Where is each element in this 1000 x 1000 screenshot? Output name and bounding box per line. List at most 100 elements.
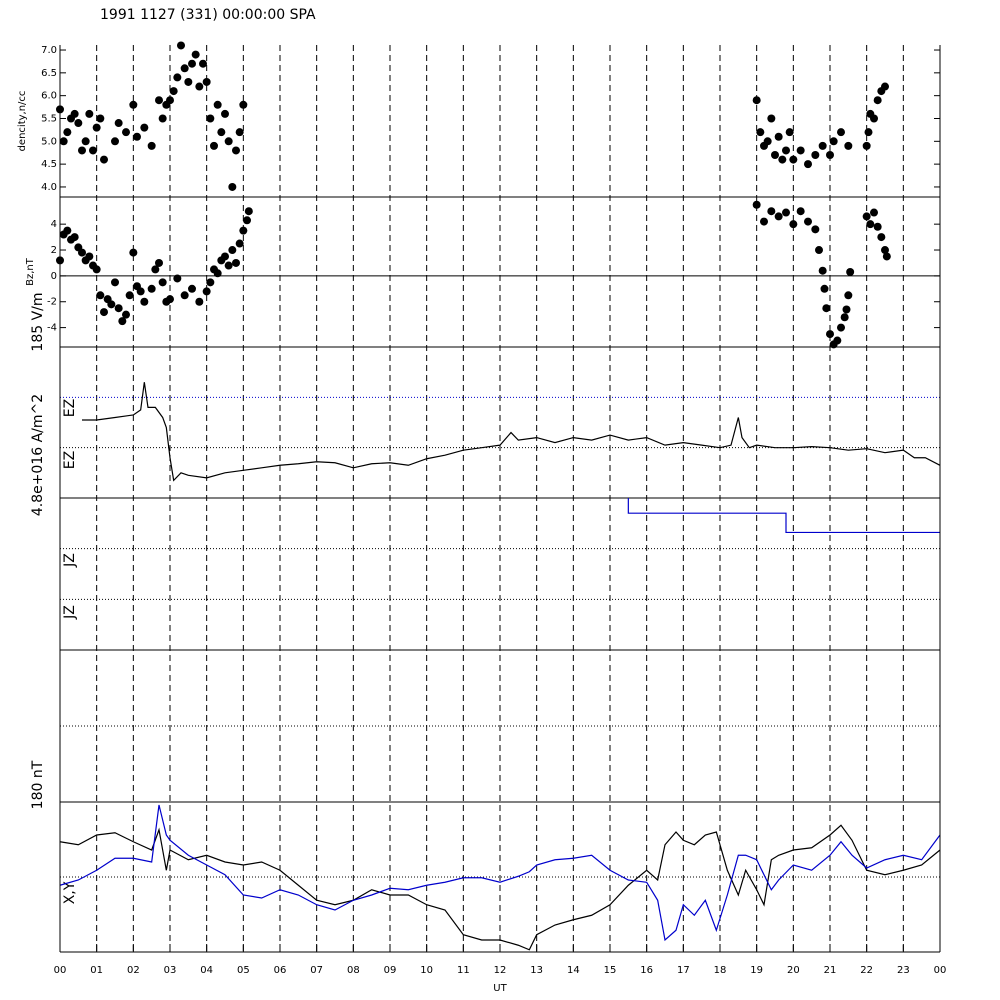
data-point <box>111 137 119 146</box>
data-point <box>804 160 812 169</box>
y-tick-label: 5.0 <box>41 136 57 147</box>
data-point <box>840 313 849 322</box>
x-tick-label: 08 <box>347 965 360 976</box>
data-line <box>82 382 941 482</box>
x-tick-label: 10 <box>420 965 433 976</box>
data-point <box>202 77 211 86</box>
data-point <box>837 323 845 332</box>
y-tick-label: 5.5 <box>41 113 57 124</box>
y-tick-label: 6.0 <box>41 91 57 102</box>
x-tick-label: 13 <box>530 965 543 976</box>
x-tick-label: 11 <box>457 965 470 976</box>
data-point <box>864 128 873 137</box>
data-point <box>133 132 141 141</box>
data-point <box>870 208 878 217</box>
data-point <box>180 64 189 73</box>
y-tick-label: -4 <box>47 323 57 334</box>
data-point <box>195 297 204 306</box>
x-tick-label: 01 <box>90 965 103 976</box>
panel-label: Bz,nT <box>25 257 36 286</box>
data-point <box>235 128 244 137</box>
title: 1991 1127 (331) 00:00:00 SPA <box>100 7 316 23</box>
data-point <box>173 274 182 283</box>
x-tick-label: 23 <box>897 965 910 976</box>
data-point <box>199 59 207 68</box>
x-tick-label: 07 <box>310 965 323 976</box>
data-point <box>213 269 222 278</box>
data-point <box>202 287 211 296</box>
data-point <box>85 109 94 118</box>
data-point <box>774 212 783 221</box>
data-point <box>243 216 251 225</box>
panel-label: 4.8e+016 A/m^2 <box>30 394 46 516</box>
panel-label: JZ <box>62 553 78 568</box>
data-point <box>881 82 889 91</box>
x-tick-label: 09 <box>384 965 397 976</box>
data-point <box>122 310 130 319</box>
data-point <box>89 146 97 155</box>
data-point <box>763 137 772 146</box>
data-point <box>844 141 853 150</box>
x-tick-label: 18 <box>714 965 727 976</box>
x-tick-label: 03 <box>164 965 177 976</box>
x-tick-label: 16 <box>640 965 653 976</box>
data-point <box>100 155 108 164</box>
data-line <box>59 824 941 951</box>
y-tick-label: 7.0 <box>41 45 57 56</box>
x-tick-label: 12 <box>494 965 507 976</box>
data-point <box>767 207 776 216</box>
data-point <box>882 252 891 261</box>
y-tick-label: 0 <box>51 271 57 282</box>
data-point <box>151 265 160 274</box>
data-point <box>92 123 101 132</box>
data-point <box>826 151 834 160</box>
data-point <box>70 233 79 242</box>
data-point <box>785 128 794 137</box>
data-point <box>829 137 838 146</box>
data-point <box>147 141 156 150</box>
data-point <box>873 96 882 105</box>
x-tick-label: 00 <box>934 965 947 976</box>
data-point <box>63 128 72 137</box>
data-point <box>826 330 834 339</box>
data-point <box>760 217 768 226</box>
data-point <box>804 217 812 226</box>
data-point <box>752 200 761 209</box>
data-point <box>85 252 94 261</box>
y-tick-label: 4 <box>51 219 57 230</box>
data-point <box>228 246 237 255</box>
data-point <box>107 300 116 309</box>
data-point <box>114 304 123 313</box>
data-point <box>818 266 827 275</box>
data-point <box>235 239 244 248</box>
data-point <box>210 141 218 150</box>
data-point <box>114 119 123 128</box>
data-point <box>833 336 842 345</box>
data-point <box>232 146 240 155</box>
data-point <box>206 278 215 287</box>
data-point <box>173 73 182 82</box>
data-point <box>122 128 130 137</box>
x-tick-label: 05 <box>237 965 250 976</box>
data-point <box>228 182 237 191</box>
data-point <box>844 291 853 300</box>
data-point <box>70 109 79 118</box>
x-axis-label: UT <box>493 983 507 994</box>
data-point <box>778 155 787 164</box>
data-point <box>166 295 174 304</box>
data-point <box>877 233 886 242</box>
data-point <box>881 246 889 255</box>
data-point <box>221 109 229 118</box>
data-point <box>862 212 871 221</box>
panel-label: EZ <box>62 451 78 469</box>
panel-label: JZ <box>62 605 78 620</box>
data-point <box>771 151 779 160</box>
data-point <box>782 146 790 155</box>
data-point <box>822 304 831 313</box>
data-point <box>177 41 185 50</box>
data-point <box>232 258 240 267</box>
x-tick-label: 17 <box>677 965 690 976</box>
x-tick-label: 06 <box>274 965 287 976</box>
data-point <box>866 220 875 229</box>
